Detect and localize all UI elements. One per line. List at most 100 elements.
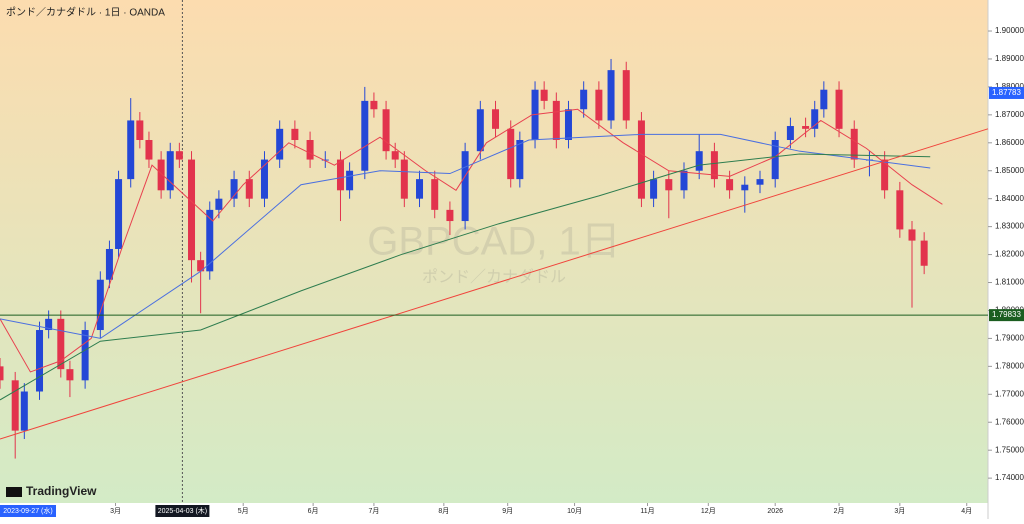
range-start-label: 2023-09-27 (水) <box>3 506 52 515</box>
candle-body <box>446 209 454 222</box>
candle-body <box>391 151 399 160</box>
candle-body <box>66 369 74 381</box>
y-tick-label: 1.77000 <box>995 389 1024 398</box>
candle-body <box>197 260 205 272</box>
chart-title: ポンド／カナダドル · 1日 · OANDA <box>6 6 165 19</box>
y-tick-label: 1.84000 <box>995 194 1024 203</box>
x-tick-label: 6月 <box>308 507 319 515</box>
y-tick-label: 1.87000 <box>995 110 1024 119</box>
candle-body <box>260 159 268 199</box>
candle-body <box>540 89 548 101</box>
price-label: 1.87783 <box>992 88 1021 97</box>
candle-body <box>811 109 819 129</box>
candle-body <box>741 184 749 191</box>
y-tick-label: 1.86000 <box>995 138 1024 147</box>
candle-body <box>370 100 378 110</box>
x-tick-label: 7月 <box>368 507 379 515</box>
candle-body <box>461 151 469 222</box>
y-tick-label: 1.90000 <box>995 26 1024 35</box>
candle-body <box>346 170 354 191</box>
candle-body <box>607 70 615 121</box>
crosshair-label: 2025-04-03 (木) <box>158 506 207 515</box>
time-axis <box>0 503 1024 519</box>
price-axis <box>988 0 1024 519</box>
candle-body <box>276 128 284 160</box>
candle-body <box>431 179 439 210</box>
candle-body <box>622 70 630 121</box>
y-tick-label: 1.88000 <box>995 82 1024 91</box>
candle-body <box>291 128 299 141</box>
candle-body <box>215 198 223 210</box>
y-tick-label: 1.81000 <box>995 278 1024 287</box>
candle-body <box>230 179 238 199</box>
x-tick-label: 10月 <box>567 507 582 515</box>
candle-body <box>20 391 28 431</box>
candle-body <box>145 140 153 160</box>
candle-body <box>786 126 794 141</box>
candle-body <box>0 366 4 381</box>
candle-body <box>115 179 123 249</box>
candle-body <box>771 140 779 180</box>
candle-body <box>245 179 253 199</box>
candle-body <box>105 248 113 280</box>
line <box>0 133 931 339</box>
candle-body <box>36 330 44 392</box>
x-tick-label: 8月 <box>438 507 449 515</box>
candle-body <box>665 179 673 191</box>
y-tick-label: 1.75000 <box>995 445 1024 454</box>
candle-body <box>595 89 603 121</box>
x-tick-label: 12月 <box>701 507 716 515</box>
plot <box>0 0 928 503</box>
candle-body <box>492 109 500 129</box>
candle-body <box>400 159 408 199</box>
watermark: GBPCAD, 1日 <box>367 220 620 264</box>
y-tick-label: 1.89000 <box>995 54 1024 63</box>
candle-body <box>321 159 329 161</box>
candle-body <box>45 318 53 331</box>
line <box>0 153 931 401</box>
candle-body <box>580 89 588 110</box>
price-box <box>989 86 1024 99</box>
candle-body <box>382 109 390 152</box>
line <box>0 128 989 440</box>
brand-logo <box>6 487 22 497</box>
brand: TradingView <box>26 484 97 498</box>
x-tick-label: 9月 <box>502 507 513 515</box>
candle-body <box>564 109 572 141</box>
candle-body <box>166 151 174 191</box>
candle-body <box>361 100 369 171</box>
candle-body <box>81 330 89 381</box>
candle-body <box>507 128 515 180</box>
candle-body <box>637 120 645 199</box>
candle-body <box>908 229 916 241</box>
candle-body <box>188 159 196 261</box>
y-tick-label: 1.76000 <box>995 417 1024 426</box>
candle-body <box>802 126 810 129</box>
y-tick-label: 1.83000 <box>995 222 1024 231</box>
candle-body <box>306 140 314 160</box>
candle-body <box>552 100 560 141</box>
candle-body <box>416 179 424 199</box>
price-label: 1.79833 <box>992 310 1021 319</box>
candle-body <box>136 120 144 141</box>
candle-body <box>695 151 703 171</box>
x-tick-label: 3月 <box>110 507 121 515</box>
x-tick-label: 5月 <box>238 507 249 515</box>
candle-body <box>726 179 734 191</box>
price-box <box>989 309 1024 322</box>
candle-body <box>835 89 843 129</box>
y-tick-label: 1.74000 <box>995 473 1024 482</box>
candle-body <box>650 179 658 199</box>
crosshair-box <box>155 505 210 517</box>
y-tick-label: 1.79000 <box>995 334 1024 343</box>
x-tick-label: 3月 <box>894 507 905 515</box>
candle-body <box>157 159 165 191</box>
candle-body <box>516 140 524 180</box>
candle-body <box>476 109 484 152</box>
range-start-box <box>0 505 56 517</box>
x-tick-label: 11月 <box>640 507 654 515</box>
candle-body <box>175 151 183 160</box>
candle-body <box>57 318 65 370</box>
candle-body <box>680 170 688 191</box>
